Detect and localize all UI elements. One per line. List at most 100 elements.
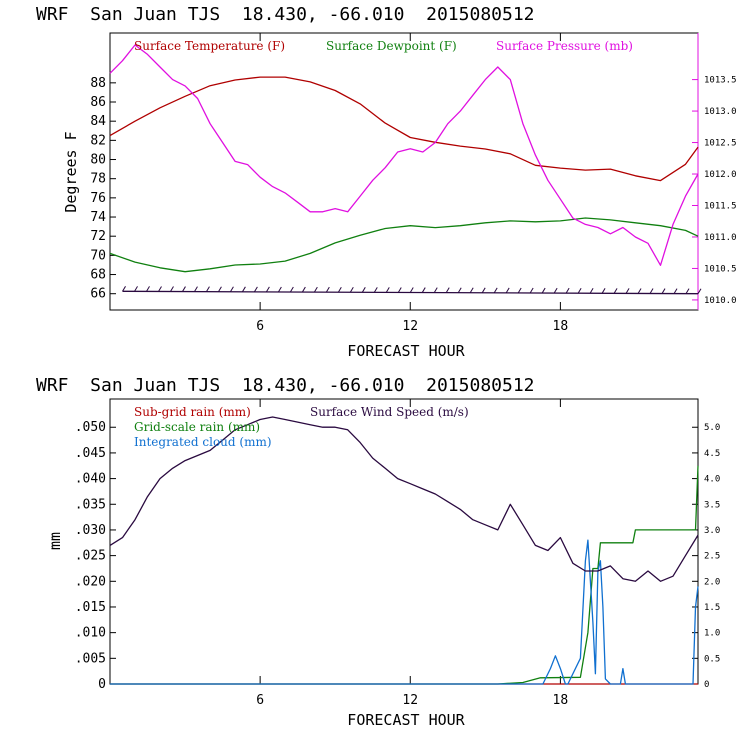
- wind-barb: [421, 287, 426, 293]
- y-tick-label: 78: [90, 172, 106, 187]
- wind-barb: [505, 287, 510, 294]
- chart2-series-group: [109, 416, 699, 685]
- x-tick-label: 18: [553, 319, 569, 334]
- y-tick-label: 68: [90, 268, 106, 283]
- chart1-plot-frame: [109, 32, 699, 311]
- legend-surface-temperature: Surface Temperature (F): [134, 39, 285, 53]
- y-tick-label: .050: [75, 420, 106, 435]
- y-tick-label: .030: [75, 523, 106, 538]
- wind-barb: [158, 286, 162, 292]
- chart1-xlabel: FORECAST HOUR: [347, 342, 465, 360]
- y-tick-label: 88: [90, 76, 106, 91]
- chart1-y-axis: 66 68 70 72 74 76 78 80 82 84 86 88: [90, 76, 116, 302]
- wind-barb: [337, 286, 342, 293]
- chart2-title: WRF San Juan TJS 18.430, -66.010 2015080…: [36, 375, 535, 396]
- wind-barb: [625, 288, 630, 294]
- wind-barb: [469, 287, 474, 294]
- wind-barb: [373, 287, 378, 293]
- wind-barb: [409, 287, 414, 293]
- wind-barb: [241, 286, 246, 293]
- wind-barb: [182, 286, 186, 292]
- series-surface-wind-speed-m-s: [109, 416, 699, 582]
- wind-barb: [637, 288, 642, 294]
- y2-tick-label: 1012.5: [704, 139, 737, 149]
- wind-barb: [457, 287, 462, 293]
- legend-gridscale-rain: Grid-scale rain (mm): [134, 420, 260, 434]
- wind-barb: [589, 287, 594, 294]
- y-tick-label: .025: [75, 549, 106, 564]
- wind-barb: [361, 287, 366, 293]
- wind-barb: [313, 286, 318, 293]
- wind-barb: [146, 286, 150, 292]
- wind-barb: [661, 288, 666, 294]
- y2-tick-label: 1011.5: [704, 201, 737, 211]
- wind-barb: [673, 288, 678, 294]
- temperature-chart: WRF San Juan TJS 18.430, -66.010 2015080…: [36, 4, 737, 360]
- x-tick-label: 18: [553, 693, 569, 708]
- x-tick-label: 6: [256, 319, 264, 334]
- series-surface-temperature-f: [109, 76, 699, 182]
- wind-barb: [385, 287, 390, 293]
- y2-tick-label: 1013.0: [704, 107, 737, 117]
- y2-tick-label: 2.5: [704, 552, 720, 562]
- y-tick-label: 82: [90, 133, 106, 148]
- wind-barb: [194, 286, 198, 292]
- chart1-y2-axis: 1010.0 1010.5 1011.0 1011.5 1012.0 1012.5 1013…: [692, 76, 737, 306]
- wind-barb: [481, 287, 486, 294]
- wind-barb: [601, 288, 606, 294]
- y-tick-label: 86: [90, 95, 106, 110]
- y2-tick-label: 2.0: [704, 577, 720, 587]
- chart1-series-group: [109, 44, 702, 295]
- x-tick-label: 6: [256, 693, 264, 708]
- chart2-ylabel: mm: [46, 532, 64, 550]
- legend-surface-dewpoint: Surface Dewpoint (F): [326, 39, 457, 53]
- y2-tick-label: 1010.0: [704, 296, 737, 306]
- y-tick-label: .010: [75, 626, 106, 641]
- y-tick-label: .020: [75, 574, 106, 589]
- wind-barb: [229, 286, 234, 293]
- chart2-y2-axis: 0 0.5 1.0 1.5 2.0 2.5 3.0 3.5 4.0 4.5 5.0: [692, 423, 720, 690]
- y2-tick-label: 5.0: [704, 423, 720, 433]
- wind-barb: [529, 287, 534, 294]
- y2-tick-label: 1010.5: [704, 264, 737, 274]
- wind-barb: [493, 287, 498, 294]
- y2-tick-label: 1011.0: [704, 233, 737, 243]
- wind-barb: [170, 286, 174, 292]
- y2-tick-label: 1012.0: [704, 170, 737, 180]
- y-tick-label: 0: [98, 677, 106, 692]
- wind-barb: [265, 286, 270, 293]
- y-tick-label: .040: [75, 472, 106, 487]
- legend-surface-wind-speed: Surface Wind Speed (m/s): [310, 405, 469, 419]
- y-tick-label: 74: [90, 210, 106, 225]
- legend-integrated-cloud: Integrated cloud (mm): [134, 435, 272, 449]
- wind-barb: [445, 287, 450, 293]
- y2-tick-label: 4.5: [704, 449, 720, 459]
- precipitation-chart: WRF San Juan TJS 18.430, -66.010 2015080…: [36, 375, 720, 729]
- wind-barb: [517, 287, 522, 294]
- series-grid-scale-rain-mm: [110, 465, 699, 685]
- chart1-title: WRF San Juan TJS 18.430, -66.010 2015080…: [36, 4, 535, 25]
- wind-barb: [349, 287, 354, 293]
- wind-barb: [134, 286, 138, 292]
- y2-tick-label: 3.5: [704, 500, 720, 510]
- y-tick-label: 70: [90, 248, 106, 263]
- wind-barb: [397, 287, 402, 293]
- y-tick-label: .015: [75, 600, 106, 615]
- y-tick-label: .035: [75, 497, 106, 512]
- wind-barb: [277, 286, 282, 293]
- wind-barb: [217, 286, 222, 292]
- y-tick-label: 66: [90, 287, 106, 302]
- y2-tick-label: 1.0: [704, 629, 720, 639]
- wind-barb: [289, 286, 294, 293]
- y-tick-label: 84: [90, 114, 106, 129]
- y-tick-label: .005: [75, 651, 106, 666]
- chart2-y-axis: 0 .005 .010 .015 .020 .025 .030 .035 .040 .045 .05…: [75, 420, 116, 692]
- chart1-legend: Surface Temperature (F) Surface Dewpoint…: [134, 39, 633, 53]
- wind-barb: [206, 286, 210, 292]
- wind-barb: [649, 288, 654, 294]
- series-surface-dewpoint-f: [109, 217, 699, 273]
- wind-barb: [541, 287, 546, 294]
- wind-barb: [325, 286, 330, 293]
- legend-subgrid-rain: Sub-grid rain (mm): [134, 405, 251, 419]
